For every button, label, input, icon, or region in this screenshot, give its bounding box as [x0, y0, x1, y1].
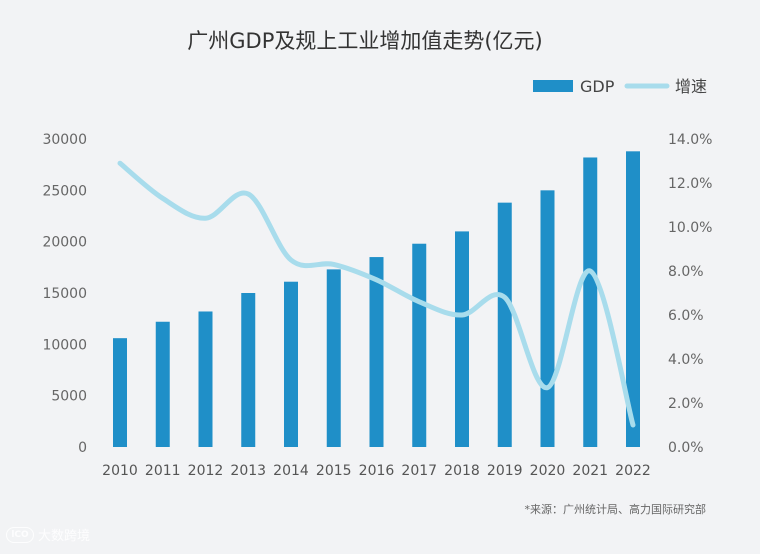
x-tick-label: 2022 [615, 463, 651, 479]
legend-label-gdp: GDP [580, 77, 615, 96]
right-tick-label: 8.0% [668, 264, 704, 280]
watermark: lCO 大数跨境 [6, 525, 90, 544]
right-tick-label: 14.0% [668, 132, 712, 148]
legend: GDP 增速 [533, 77, 707, 96]
x-tick-label: 2017 [401, 463, 437, 479]
chart-title: 广州GDP及规上工业增加值走势(亿元) [187, 29, 543, 53]
right-tick-label: 10.0% [668, 220, 712, 236]
gdp-bars [113, 151, 640, 447]
source-note: *来源：广州统计局、高力国际研究部 [525, 502, 707, 516]
gdp-bar [241, 293, 255, 447]
gdp-bar [541, 190, 555, 447]
left-axis: 0 5000 10000 15000 20000 25000 30000 [42, 132, 87, 456]
gdp-bar [199, 311, 213, 447]
gdp-bar [284, 282, 298, 447]
left-tick-label: 15000 [42, 286, 87, 302]
right-tick-label: 6.0% [668, 308, 704, 324]
x-axis: 2010 2011 2012 2013 2014 2015 2016 2017 2018 2019… [102, 463, 651, 479]
right-axis: 0.0% 2.0% 4.0% 6.0% 8.0% 10.0% 12.0% 14.0% [668, 132, 712, 456]
x-tick-label: 2020 [530, 463, 566, 479]
gdp-bar [455, 231, 469, 447]
right-tick-label: 4.0% [668, 352, 704, 368]
left-tick-label: 5000 [51, 389, 87, 405]
x-tick-label: 2018 [444, 463, 480, 479]
x-tick-label: 2010 [102, 463, 138, 479]
gdp-bar [113, 338, 127, 447]
gdp-bar [370, 257, 384, 447]
x-tick-label: 2015 [316, 463, 352, 479]
x-tick-label: 2013 [230, 463, 266, 479]
left-tick-label: 10000 [42, 337, 87, 353]
legend-swatch-gdp [533, 80, 573, 92]
left-tick-label: 30000 [42, 132, 87, 148]
x-tick-label: 2012 [188, 463, 224, 479]
x-tick-label: 2011 [145, 463, 181, 479]
legend-label-growth: 增速 [675, 77, 707, 96]
gdp-bar [412, 244, 426, 447]
left-tick-label: 20000 [42, 235, 87, 251]
gdp-bar [498, 203, 512, 447]
x-tick-label: 2019 [487, 463, 523, 479]
right-tick-label: 12.0% [668, 176, 712, 192]
gdp-bar [583, 157, 597, 447]
right-tick-label: 2.0% [668, 396, 704, 412]
watermark-text: 大数跨境 [38, 525, 90, 544]
x-tick-label: 2014 [273, 463, 309, 479]
gdp-bar [327, 269, 341, 447]
left-tick-label: 0 [78, 440, 87, 456]
watermark-logo: lCO [6, 527, 34, 543]
x-tick-label: 2021 [572, 463, 608, 479]
gdp-bar [156, 322, 170, 447]
right-tick-label: 0.0% [668, 440, 704, 456]
x-tick-label: 2016 [359, 463, 395, 479]
left-tick-label: 25000 [42, 183, 87, 199]
